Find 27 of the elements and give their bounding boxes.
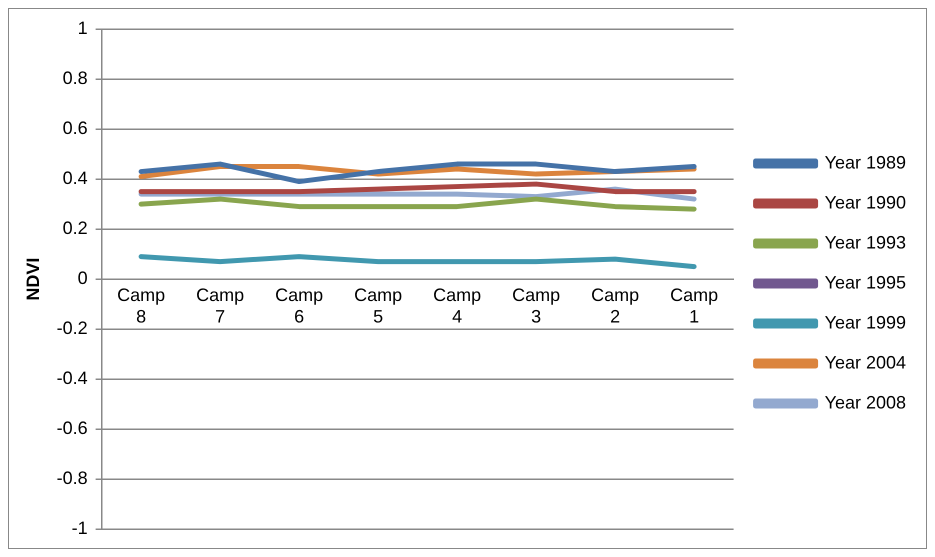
y-tick-label: 0.4 — [62, 168, 88, 188]
y-axis-title: NDVI — [22, 258, 43, 301]
x-tick-label: Camp 5 — [354, 284, 402, 326]
x-tick-label: Camp 3 — [512, 284, 560, 326]
y-tick-label: -0.8 — [56, 468, 88, 488]
y-tick-label: -0.6 — [56, 418, 88, 438]
x-tick-label: Camp 4 — [433, 284, 482, 326]
y-tick-label: 0.6 — [62, 118, 88, 138]
y-tick-label: -0.4 — [56, 368, 88, 388]
legend-label: Year 1989 — [824, 152, 906, 172]
y-tick-label: 0.2 — [62, 218, 88, 238]
y-tick-label: 1 — [78, 18, 88, 38]
y-tick-label: -1 — [72, 518, 88, 538]
legend-label: Year 1990 — [824, 192, 906, 212]
legend-label: Year 1993 — [824, 232, 906, 252]
legend-label: Year 1995 — [824, 272, 906, 292]
x-tick-label: Camp 6 — [275, 284, 324, 326]
x-tick-label: Camp 1 — [670, 284, 718, 326]
x-tick-label: Camp 2 — [591, 284, 640, 326]
legend-label: Year 1999 — [824, 312, 906, 332]
y-tick-label: 0 — [78, 268, 88, 288]
x-tick-label: Camp 7 — [196, 284, 244, 326]
x-tick-label: Camp 8 — [117, 284, 166, 326]
legend-label: Year 2008 — [824, 392, 906, 412]
legend-label: Year 2004 — [824, 352, 906, 372]
y-tick-label: 0.8 — [62, 68, 88, 88]
y-tick-label: -0.2 — [56, 318, 88, 338]
